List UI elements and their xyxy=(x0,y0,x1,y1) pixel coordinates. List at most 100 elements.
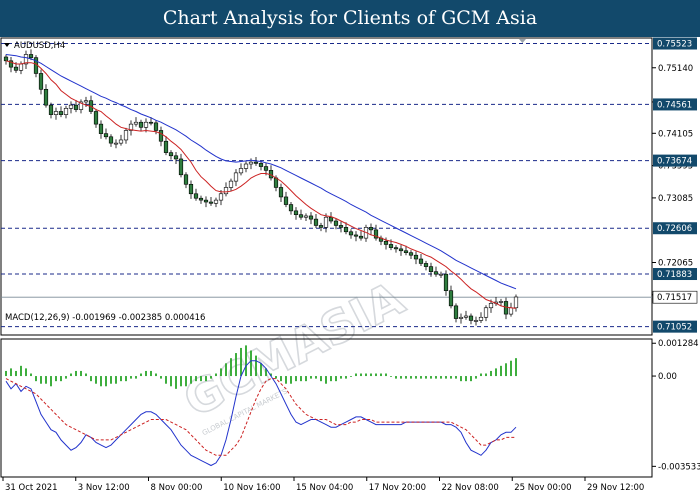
candle-body xyxy=(93,111,99,125)
macd-histogram-bar xyxy=(320,376,322,382)
candle-body xyxy=(403,250,409,253)
level-label: 0.72606 xyxy=(657,224,692,234)
chart-shift-marker-icon[interactable] xyxy=(519,39,526,43)
candle-body xyxy=(458,316,464,319)
candle-body xyxy=(483,307,489,318)
macd-histogram-bar xyxy=(255,355,257,377)
macd-histogram-bar xyxy=(130,376,132,379)
price-axis-label: 0.74105 xyxy=(658,129,693,139)
macd-histogram-bar xyxy=(490,370,492,377)
macd-histogram-bar xyxy=(420,376,422,379)
macd-histogram-bar xyxy=(65,376,67,379)
candle-body xyxy=(388,244,394,248)
macd-histogram-bar xyxy=(225,363,227,377)
candle-body xyxy=(263,166,269,171)
candle-body xyxy=(448,290,454,307)
candle-body xyxy=(258,163,264,167)
candle-body xyxy=(138,121,144,128)
macd-histogram-bar xyxy=(500,365,502,377)
candle-body xyxy=(293,210,299,215)
level-label: 0.73674 xyxy=(657,157,692,167)
candle-body xyxy=(148,121,154,124)
macd-histogram-bar xyxy=(470,376,472,382)
macd-histogram-bar xyxy=(285,376,287,384)
macd-histogram-bar xyxy=(105,376,107,387)
macd-histogram-bar xyxy=(10,368,12,377)
macd-histogram-bar xyxy=(5,370,7,377)
macd-histogram-bar xyxy=(460,376,462,382)
level-label: 0.74561 xyxy=(657,100,692,110)
candle-body xyxy=(338,225,344,228)
candle-body xyxy=(308,215,314,220)
candle-body xyxy=(163,140,169,153)
macd-histogram-bar xyxy=(145,370,147,377)
candle-body xyxy=(38,73,44,90)
time-axis: 31 Oct 2021 3 Nov 12:00 8 Nov 00:00 10 Nov … xyxy=(2,477,644,493)
macd-histogram-bar xyxy=(485,373,487,377)
time-axis-label: 17 Nov 20:00 xyxy=(369,483,426,493)
candle-body xyxy=(208,201,214,204)
macd-histogram-bar xyxy=(75,370,77,377)
macd-histogram-bar xyxy=(235,353,237,377)
macd-histogram-bar xyxy=(85,373,87,377)
candle-body xyxy=(133,121,139,125)
macd-panel: 0.001284 0.00 -0.003533 xyxy=(0,338,700,478)
candle-body xyxy=(203,199,209,203)
macd-histogram-bar xyxy=(280,376,282,382)
macd-axis-label: 0.00 xyxy=(658,372,677,382)
macd-histogram-bar xyxy=(425,376,427,379)
candle-body xyxy=(158,130,164,142)
macd-histogram-bar xyxy=(455,376,457,379)
macd-histogram-bar xyxy=(35,376,37,382)
macd-histogram-bar xyxy=(395,376,397,379)
macd-histogram-bar xyxy=(155,373,157,377)
macd-histogram-bar xyxy=(385,373,387,377)
macd-panel-frame xyxy=(0,338,653,478)
macd-histogram-bar xyxy=(245,345,247,377)
level-label-box xyxy=(653,222,697,235)
candle-body xyxy=(238,168,244,174)
candle-body xyxy=(348,231,354,236)
candle-body xyxy=(358,235,364,239)
macd-histogram-bar xyxy=(180,376,182,387)
macd-histogram-bar xyxy=(240,347,242,377)
time-axis-label: 25 Nov 00:00 xyxy=(514,483,571,493)
candle-body xyxy=(123,130,129,141)
candle-body xyxy=(113,142,119,145)
macd-histogram-bar xyxy=(310,376,312,379)
macd-histogram-bar xyxy=(160,376,162,379)
candle-body xyxy=(248,161,254,165)
macd-histogram-bar xyxy=(40,376,42,384)
moving-average-slow xyxy=(5,54,517,290)
time-axis-label: 29 Nov 12:00 xyxy=(587,483,644,493)
candle-body xyxy=(28,54,34,58)
candle-body xyxy=(128,123,134,131)
candle-body xyxy=(343,227,349,233)
candle-body xyxy=(78,101,84,110)
macd-histogram-bar xyxy=(390,376,392,377)
candle-body xyxy=(428,266,434,272)
macd-histogram-bar xyxy=(345,376,347,379)
candle-body xyxy=(48,104,54,115)
level-label: 0.71883 xyxy=(657,270,692,280)
symbol-dropdown-icon[interactable] xyxy=(4,43,10,47)
macd-histogram-bar xyxy=(290,376,292,384)
candle-body xyxy=(98,123,104,134)
chart-title: Chart Analysis for Clients of GCM Asia xyxy=(162,7,538,29)
macd-histogram-bar xyxy=(200,376,202,382)
candle-body xyxy=(168,152,174,157)
time-axis-label: 22 Nov 08:00 xyxy=(442,483,499,493)
current-price-label: 0.71517 xyxy=(657,293,692,303)
macd-histogram-bar xyxy=(135,376,137,379)
macd-histogram-bar xyxy=(190,376,192,384)
macd-histogram-bar xyxy=(375,373,377,377)
chart-area: GCMASIA GLOBAL CAPITAL MARKETS 0.751400.… xyxy=(0,37,700,500)
candle-body xyxy=(218,193,224,201)
candle-body xyxy=(8,60,14,68)
macd-histogram-bar xyxy=(170,376,172,387)
level-label-box xyxy=(653,98,697,111)
candle-body xyxy=(183,174,189,185)
candle-body xyxy=(498,301,504,303)
candle-body xyxy=(393,247,399,250)
macd-histogram-bar xyxy=(365,373,367,377)
